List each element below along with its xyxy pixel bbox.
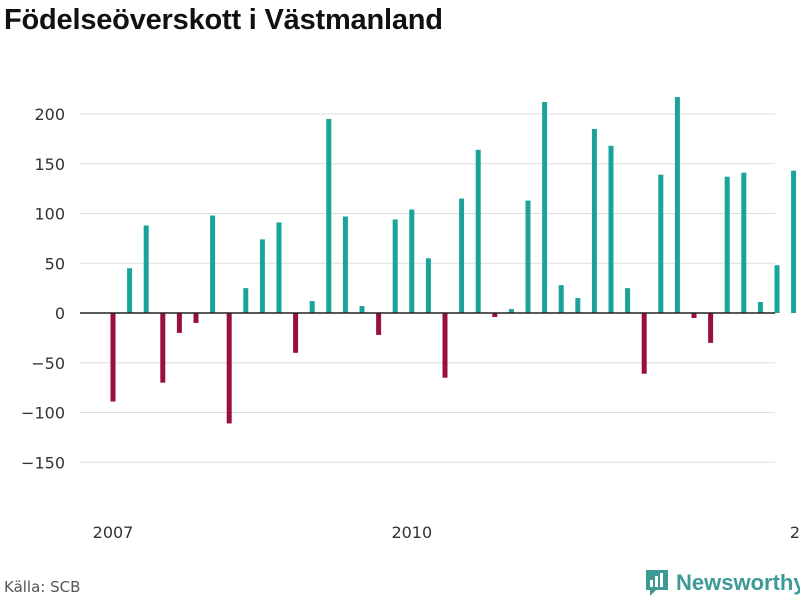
bar — [608, 145, 614, 313]
bar — [210, 215, 216, 313]
bar — [326, 118, 332, 313]
x-tick-label: 2014 — [790, 523, 800, 542]
bar — [658, 174, 664, 313]
bar — [193, 313, 199, 323]
bar — [143, 225, 149, 313]
brand-name: Newsworthy — [676, 570, 800, 595]
bar — [276, 222, 282, 313]
bar — [575, 298, 581, 313]
source-note: Källa: SCB — [4, 578, 81, 596]
bar — [259, 239, 265, 313]
bar — [708, 313, 714, 343]
y-tick-label: −150 — [21, 453, 65, 472]
bar — [508, 309, 514, 313]
chart-title: Födelseöverskott i Västmanland — [4, 4, 443, 36]
bars — [110, 97, 797, 424]
y-tick-label: 150 — [34, 155, 65, 174]
bar — [774, 265, 780, 313]
bar — [409, 209, 415, 313]
bar — [459, 198, 465, 313]
bar — [293, 313, 299, 353]
bar-chart-logo-icon — [646, 570, 668, 596]
bar — [442, 313, 448, 378]
y-axis-labels: −150 −100 −50 0 50 100 150 200 — [21, 105, 65, 472]
bar — [542, 102, 548, 313]
bar — [741, 172, 747, 313]
bar — [625, 288, 631, 314]
y-tick-label: 200 — [34, 105, 65, 124]
bar — [525, 200, 531, 313]
bar — [160, 313, 166, 383]
bar — [724, 176, 730, 313]
bar — [757, 302, 763, 314]
y-tick-label: −50 — [31, 354, 65, 373]
bar — [641, 313, 647, 374]
bar — [492, 313, 498, 317]
y-tick-label: 100 — [34, 205, 65, 224]
bar — [226, 313, 232, 424]
bar — [376, 313, 382, 335]
bar — [558, 285, 564, 313]
bar — [392, 219, 398, 313]
bar — [127, 268, 133, 313]
bar — [591, 128, 597, 313]
grid-lines — [80, 113, 775, 463]
bar — [359, 306, 365, 313]
y-tick-label: 0 — [55, 304, 65, 323]
x-tick-label: 2010 — [391, 523, 432, 542]
y-tick-label: 50 — [45, 254, 65, 273]
bar — [691, 313, 697, 318]
y-tick-label: −100 — [21, 404, 65, 423]
bar — [425, 258, 431, 313]
bar — [110, 313, 116, 402]
bar — [176, 313, 182, 333]
x-tick-label: 2007 — [93, 523, 134, 542]
bar — [243, 288, 249, 314]
bar — [309, 301, 315, 313]
bar — [475, 149, 481, 313]
bar — [674, 97, 680, 313]
x-axis-labels: 200720102014201820222025 — [93, 523, 800, 542]
bar — [791, 170, 797, 313]
brand-logo[interactable]: Newsworthy — [644, 568, 800, 598]
bar — [342, 216, 348, 314]
